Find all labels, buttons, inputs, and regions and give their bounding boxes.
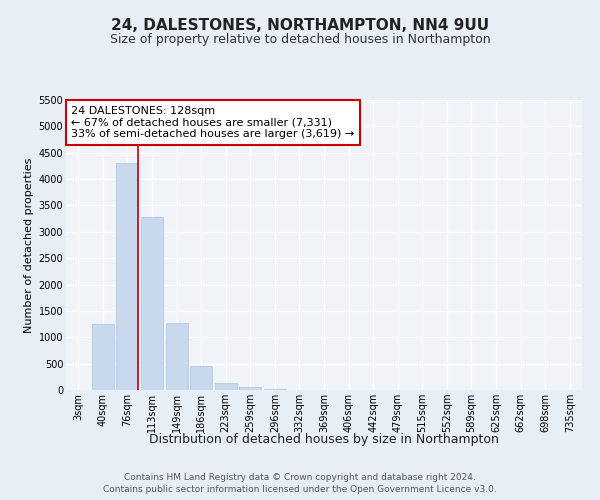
Bar [239, 388, 262, 390]
Bar [116, 164, 139, 390]
Bar [190, 366, 212, 390]
Bar [215, 383, 237, 390]
Bar [141, 217, 163, 390]
Bar [92, 324, 114, 390]
Text: Distribution of detached houses by size in Northampton: Distribution of detached houses by size … [149, 432, 499, 446]
Text: 24 DALESTONES: 128sqm
← 67% of detached houses are smaller (7,331)
33% of semi-d: 24 DALESTONES: 128sqm ← 67% of detached … [71, 106, 355, 139]
Text: Contains HM Land Registry data © Crown copyright and database right 2024.
Contai: Contains HM Land Registry data © Crown c… [103, 472, 497, 494]
Text: 24, DALESTONES, NORTHAMPTON, NN4 9UU: 24, DALESTONES, NORTHAMPTON, NN4 9UU [111, 18, 489, 32]
Y-axis label: Number of detached properties: Number of detached properties [25, 158, 34, 332]
Bar [166, 323, 188, 390]
Bar [264, 389, 286, 390]
Text: Size of property relative to detached houses in Northampton: Size of property relative to detached ho… [110, 32, 490, 46]
